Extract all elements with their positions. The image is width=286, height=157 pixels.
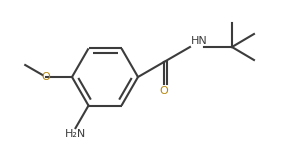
Text: HN: HN xyxy=(191,36,208,46)
Text: O: O xyxy=(42,72,50,82)
Text: H₂N: H₂N xyxy=(65,129,86,139)
Text: O: O xyxy=(160,86,168,96)
